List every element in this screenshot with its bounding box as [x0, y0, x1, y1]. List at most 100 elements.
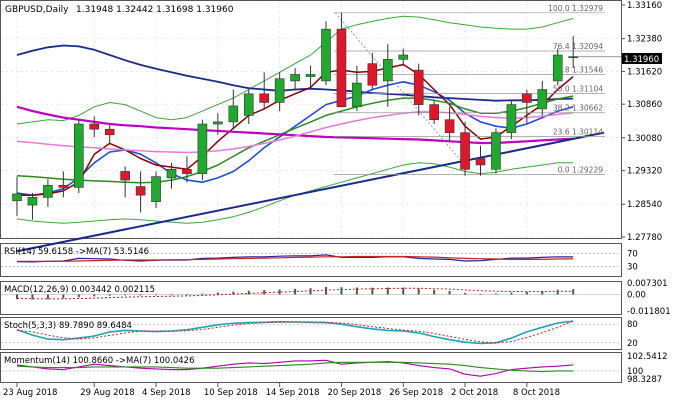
stoch-title: Stoch(5,3,3) 89.7890 89.6484	[4, 321, 132, 331]
fibonacci-levels: 100.0 1.32979 76.4 1.32094 61.8 1.31546 50.…	[333, 4, 605, 175]
bearish-candle-body	[429, 104, 439, 121]
macd-histogram-bar	[216, 292, 219, 295]
momentum-title: Momentum(14) 100.8660 ->MA(7) 100.0426	[4, 356, 194, 366]
macd-histogram-bar	[232, 291, 235, 295]
symbol-title: GBPUSD,Daily	[5, 5, 69, 15]
rsi-level-label: 70	[627, 250, 638, 260]
macd-histogram-bar	[62, 294, 65, 299]
bullish-candle-body	[74, 123, 84, 188]
sma-blue-line	[16, 81, 574, 196]
price-tick-label: 1.33160	[627, 1, 662, 11]
stoch-axis-label: 20	[627, 339, 638, 349]
rsi-title: RSI(14) 59.6158 ->MA(7) 53.5146	[4, 247, 149, 257]
bb-upper-line	[16, 15, 574, 125]
rsi-series-line	[17, 255, 574, 262]
macd-histogram-bar	[46, 294, 49, 300]
macd-title: MACD(12,26,9) 0.003442 0.002115	[4, 285, 155, 295]
time-tick-label: 23 Aug 2018	[3, 388, 57, 398]
macd-axis-label: 0.007301	[627, 279, 668, 289]
macd-histogram-bar	[77, 294, 80, 298]
time-tick-label: 26 Sep 2018	[389, 388, 443, 398]
bullish-candle-body	[27, 197, 38, 206]
price-tick-label: 1.30860	[627, 100, 662, 110]
fib-level-label: 61.8 1.31546	[553, 66, 603, 75]
bb-lower-line	[16, 162, 574, 224]
bullish-candle-body	[43, 184, 53, 198]
macd-histogram-bar	[325, 286, 327, 295]
price-tick-label: 1.30080	[627, 134, 662, 144]
bullish-candle-body	[151, 176, 161, 202]
stoch-panel-frame	[0, 317, 622, 350]
macd-histogram-bar	[386, 287, 389, 295]
fib-level-label: 38.2 1.30662	[553, 104, 603, 113]
stochastic-panel: 80 20	[1, 320, 638, 349]
current-price-tag	[622, 53, 662, 64]
sma-green-line	[16, 95, 574, 184]
macd-histogram-bar	[479, 293, 482, 295]
bearish-candle-body	[475, 158, 486, 166]
ohlc-readout: 1.31948 1.32442 1.31698 1.31960	[76, 5, 234, 15]
bearish-candle-body	[367, 63, 378, 86]
price-tick-label: 1.28540	[627, 200, 662, 210]
macd-histogram-bar	[278, 289, 281, 295]
fib-level-label: 76.4 1.32094	[553, 42, 603, 51]
macd-histogram-bar	[494, 293, 497, 295]
macd-histogram-bar	[556, 289, 559, 295]
bearish-candle-body	[120, 171, 130, 181]
bullish-candle-body	[166, 168, 177, 179]
macd-histogram-bar	[263, 290, 266, 295]
sma-magenta-line	[16, 105, 574, 145]
bullish-candle-body	[506, 104, 517, 133]
sma-pink-line	[16, 111, 574, 154]
macd-histogram-bar	[541, 291, 544, 295]
macd-histogram-bar	[124, 294, 127, 296]
macd-histogram-bar	[185, 294, 188, 296]
bearish-candle-body	[104, 128, 115, 136]
stoch-axis-label: 80	[627, 320, 638, 330]
bullish-candle-body	[243, 93, 254, 116]
macd-histogram-bar	[417, 288, 420, 295]
price-tick-label: 1.29320	[627, 167, 662, 177]
bearish-candle-body	[135, 186, 146, 196]
macd-histogram-bar	[433, 289, 436, 295]
momentum-axis-label: 98.3287	[627, 375, 662, 385]
macd-histogram-bar	[93, 294, 96, 297]
bullish-candle-body	[352, 82, 362, 108]
time-tick-label: 20 Sep 2018	[327, 388, 381, 398]
macd-histogram-bar	[155, 294, 158, 296]
macd-histogram-bar	[31, 294, 34, 300]
price-tick-label: 1.27780	[627, 233, 662, 243]
current-price-label: 1.31960	[624, 55, 659, 65]
bullish-candle-body	[197, 123, 208, 174]
momentum-line	[16, 359, 574, 377]
fib-anchor-line	[334, 12, 474, 175]
support-trendline	[16, 131, 605, 253]
bearish-candle-body	[522, 93, 532, 103]
rsi-series-line	[16, 254, 574, 263]
momentum-axis-label: 100	[627, 367, 643, 377]
macd-histogram-bar	[294, 288, 297, 295]
bearish-candle-body	[58, 184, 69, 188]
main-panel-frame	[0, 0, 622, 239]
macd-histogram-bar	[355, 287, 358, 295]
price-axis: 1.33160 1.32380 1.31620 1.30860 1.30080 1.293…	[621, 1, 662, 243]
macd-histogram-bar	[464, 292, 467, 295]
time-axis: 23 Aug 2018 29 Aug 2018 4 Sep 2018 10 Sep 2…	[3, 383, 560, 398]
macd-histogram-bar	[108, 294, 111, 296]
bearish-candle-body	[413, 69, 424, 105]
macd-histogram-bar	[340, 287, 343, 295]
bullish-candle-body	[321, 28, 331, 82]
price-tick-label: 1.31620	[627, 67, 662, 77]
time-tick-label: 8 Oct 2018	[513, 388, 560, 398]
fib-level-label: 100.0 1.32979	[548, 4, 603, 13]
macd-histogram-bar	[525, 291, 528, 295]
fib-level-label: 23.6 1.30114	[553, 127, 603, 136]
macd-axis-label: -0.011801	[627, 307, 671, 317]
bearish-candle-body	[444, 119, 455, 133]
macd-signal-line	[16, 287, 574, 300]
bearish-candle-body	[89, 123, 100, 130]
bullish-candle-body	[305, 74, 316, 77]
